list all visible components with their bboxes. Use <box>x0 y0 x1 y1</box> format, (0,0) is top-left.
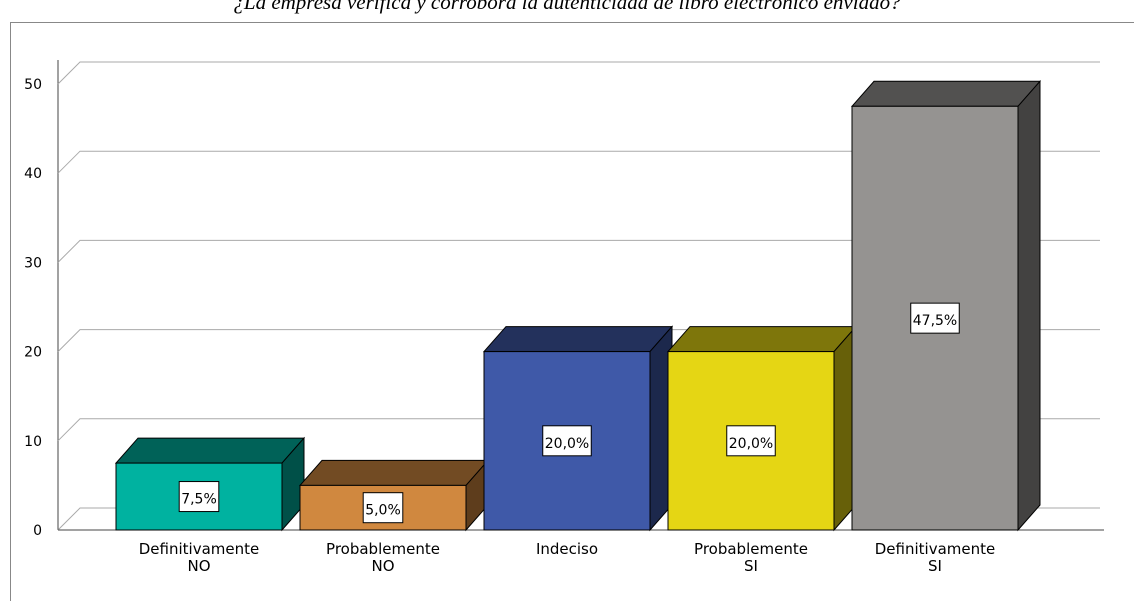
value-label: 20,0% <box>545 436 589 452</box>
y-tick-label: 20 <box>24 345 42 361</box>
y-tick-label: 50 <box>24 77 42 93</box>
value-label-box <box>726 425 776 457</box>
bar <box>114 436 306 532</box>
x-tick-label: Probablemente SI <box>694 540 808 575</box>
value-label-box <box>362 492 404 524</box>
value-label: 5,0% <box>365 503 401 519</box>
value-label: 20,0% <box>729 436 773 452</box>
y-tick-label: 40 <box>24 166 42 182</box>
value-label-box <box>910 302 960 334</box>
x-tick-label: Definitivamente SI <box>874 540 996 575</box>
x-tick-label: Indeciso <box>535 540 599 558</box>
frame <box>10 22 1134 601</box>
grid-line <box>57 150 1100 174</box>
grid-line <box>57 61 1100 85</box>
value-label: 7,5% <box>181 492 217 508</box>
x-tick-label: Probablemente NO <box>326 540 440 575</box>
x-tick-label: Definitivamente NO <box>138 540 260 575</box>
chart-title: ¿La empresa verifica y corrobora la aute… <box>233 0 901 14</box>
y-tick-label: 0 <box>33 523 42 539</box>
value-label-box <box>178 481 220 513</box>
value-label-box <box>542 425 592 457</box>
grid-line <box>57 239 1100 263</box>
y-tick-label: 30 <box>24 255 42 271</box>
y-tick-label: 10 <box>24 434 42 450</box>
value-label: 47,5% <box>913 313 957 329</box>
